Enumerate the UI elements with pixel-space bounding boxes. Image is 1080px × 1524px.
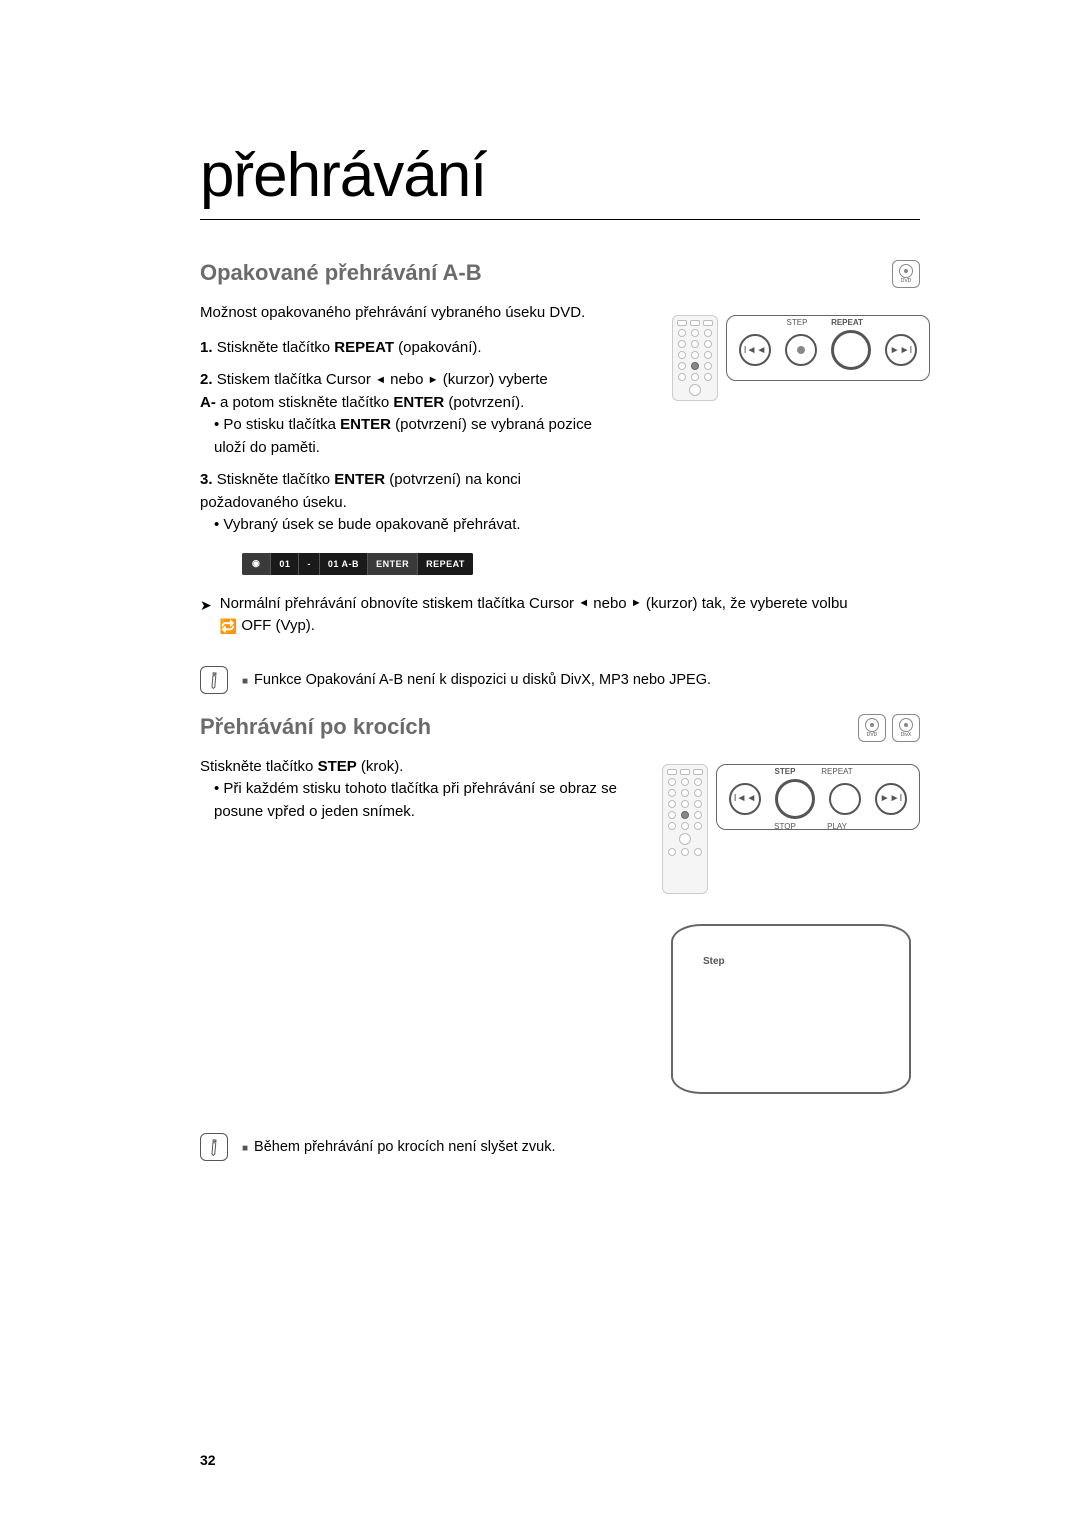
page-number: 32 [200,1452,216,1468]
note-pencil-icon [200,666,228,694]
next-icon: ►►I [885,334,917,366]
step-1: 1. Stiskněte tlačítko REPEAT (opakování)… [200,337,610,360]
section-repeat-ab: Opakované přehrávání A-B DVD Možnost opa… [200,260,920,694]
section1-title: Opakované přehrávání A-B [200,260,482,286]
osd-track2: 01 A-B [320,553,368,575]
repeat-off-icon: 🔁 [220,616,237,637]
info-text-1: ■Funkce Opakování A-B není k dispozici u… [242,672,711,688]
disc-badges: DVD [892,260,920,288]
section2-bullet: Při každém stisku tohoto tlačítka při př… [214,778,620,823]
repeat-button-icon [831,330,871,370]
note-pencil-icon [200,1133,228,1161]
page-title: přehrávání [200,140,920,220]
screen-step-label: Step [703,956,725,967]
badge-label: DVD [901,278,912,284]
badge-label: DVD [867,732,878,738]
remote-diagram-1: STEP REPEAT I◄◄ ►►I [672,315,930,401]
remote-body-2 [662,764,708,894]
stop-label: STOP [765,822,805,831]
divx-badge: DivX [892,714,920,742]
osd-track1: 01 [271,553,299,575]
remote-body [672,315,718,401]
section2-title: Přehrávání po krocích [200,714,431,740]
play-label: PLAY [817,822,857,831]
badge-label: DivX [901,732,912,738]
osd-dash: - [299,553,320,575]
section-step-playback: Přehrávání po krocích DVD DivX Stiskněte… [200,714,920,1162]
note-arrow-icon: ➤ [200,595,212,616]
next-icon: ►►I [875,783,907,815]
info-box-2: ■Během přehrávání po krocích není slyšet… [200,1133,920,1161]
disc-badges-2: DVD DivX [858,714,920,742]
tv-screen: Step [671,924,911,1094]
record-icon [785,334,817,366]
info-box-1: ■Funkce Opakování A-B není k dispozici u… [200,666,920,694]
repeat-label: REPEAT [827,318,867,327]
dvd-badge: DVD [858,714,886,742]
step-3-bullet: Vybraný úsek se bude opakovaně přehrávat… [214,514,610,537]
prev-icon: I◄◄ [729,783,761,815]
step-2: 2. Stiskem tlačítka Cursor ◄ nebo ► (kur… [200,369,610,459]
prev-icon: I◄◄ [739,334,771,366]
info-text-2: ■Během přehrávání po krocích není slyšet… [242,1139,555,1155]
repeat-label: REPEAT [817,767,857,776]
osd-repeat: REPEAT [418,553,473,575]
osd-bar: ◉ 01 - 01 A-B ENTER REPEAT [242,553,473,575]
section2-line1: Stiskněte tlačítko STEP (krok). [200,756,620,779]
note-line: ➤ Normální přehrávání obnovíte stiskem t… [200,593,920,638]
step-label: STEP [777,318,817,327]
step-diagrams: STEP REPEAT STOP PLAY I◄◄ ►►I Step [662,764,920,1094]
steps-list: 1. Stiskněte tlačítko REPEAT (opakování)… [200,337,610,537]
step-label: STEP [765,767,805,776]
repeat-icon [829,783,861,815]
zoom-panel-2: STEP REPEAT STOP PLAY I◄◄ ►►I [716,764,920,830]
osd-disc-icon: ◉ [242,553,271,575]
step-2-bullet: Po stisku tlačítka ENTER (potvrzení) se … [214,414,610,459]
zoom-panel: STEP REPEAT I◄◄ ►►I [726,315,930,381]
step-3: 3. Stiskněte tlačítko ENTER (potvrzení) … [200,469,610,537]
osd-enter: ENTER [368,553,418,575]
step-button-icon [775,779,815,819]
dvd-badge: DVD [892,260,920,288]
